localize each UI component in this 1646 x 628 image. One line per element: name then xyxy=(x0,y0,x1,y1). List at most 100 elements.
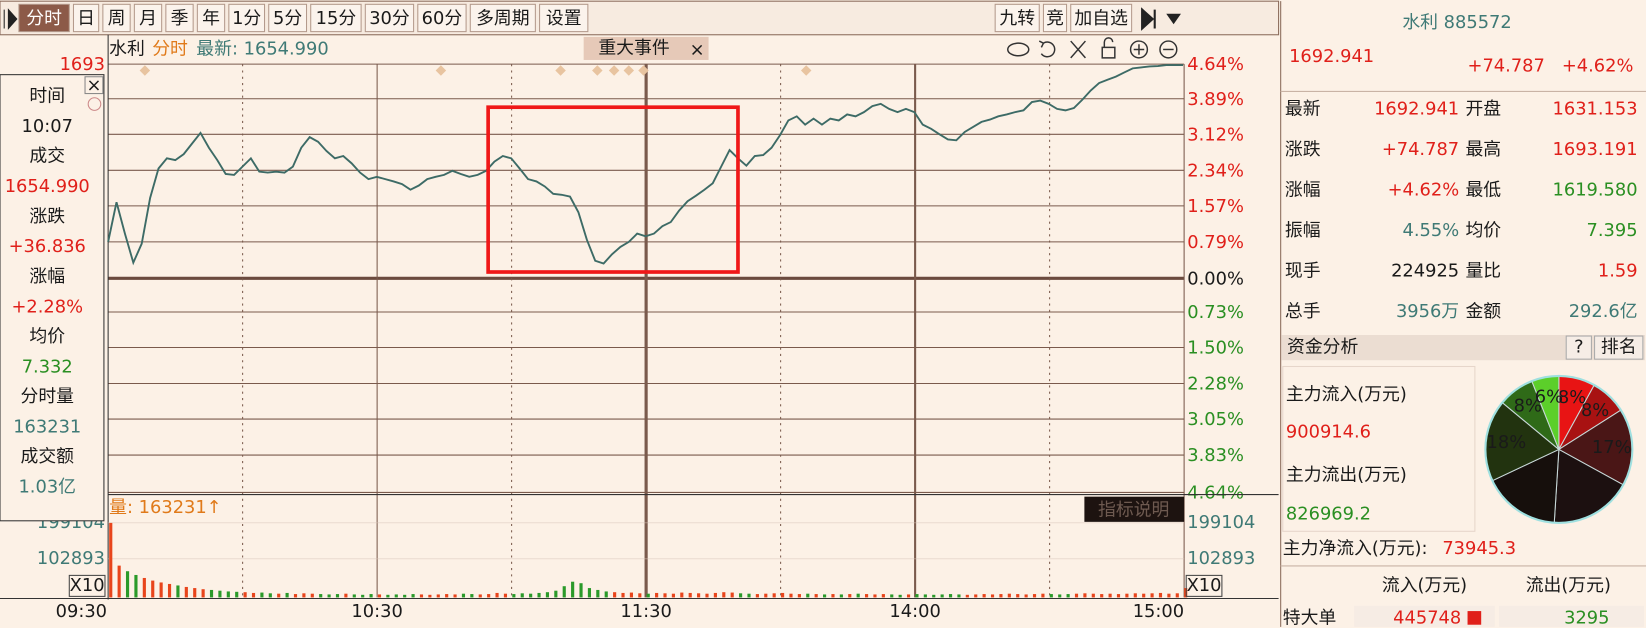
price-line xyxy=(107,64,1184,266)
volume-bar xyxy=(319,594,323,598)
quote-pct: +4.62% xyxy=(1562,55,1634,76)
volume-tick-label: 102893 xyxy=(37,548,105,569)
tool-cut[interactable] xyxy=(1070,40,1086,59)
net-label: 主力净流入(万元): xyxy=(1283,538,1428,559)
volume-label: 量: 163231↑ xyxy=(109,497,222,518)
outflow-value: 826969.2 xyxy=(1286,504,1371,525)
help-button-label[interactable]: ? xyxy=(1574,337,1583,358)
volume-bar xyxy=(134,574,138,598)
event-marker[interactable] xyxy=(638,65,649,76)
x-tick-label: 14:00 xyxy=(889,601,940,622)
indicator-button-label[interactable]: 指标说明 xyxy=(1098,499,1169,520)
volume-bar xyxy=(772,593,776,598)
period-label[interactable]: 日 xyxy=(77,8,95,29)
event-tab-close[interactable]: × xyxy=(690,40,705,61)
volume-bar xyxy=(730,592,734,598)
volume-bar xyxy=(293,594,298,598)
plot: 4.64% 3.89% 3.12% 2.34% 1.57% 0.79% 0.00% 0.73%… xyxy=(0,34,1279,622)
tool-label[interactable]: 九转 xyxy=(999,8,1035,29)
volume-bar xyxy=(377,594,382,598)
volume-bar xyxy=(940,594,944,598)
period-label[interactable]: 30分 xyxy=(369,8,410,29)
volume-bar xyxy=(831,594,835,598)
indicator-button[interactable] xyxy=(1084,496,1185,522)
volume-bar xyxy=(1142,593,1146,598)
info-close-icon[interactable]: × xyxy=(86,75,101,96)
volume-tick-label: 102893 xyxy=(1187,548,1255,569)
period-button[interactable] xyxy=(18,3,70,33)
tool-eye[interactable] xyxy=(1007,42,1030,57)
volume-bar xyxy=(1024,594,1028,598)
period-button[interactable] xyxy=(165,3,194,33)
quote-value: 3956万 xyxy=(1396,301,1459,322)
toolbar: 分时日周月季年 1分 5分 15分 30分 60分 多周期 设置 九转竞加自选 xyxy=(0,0,1280,36)
tool-zoom-in[interactable] xyxy=(1133,44,1145,55)
volume-bar xyxy=(864,594,869,598)
period-label[interactable]: 分时 xyxy=(26,8,62,29)
period-label[interactable]: 季 xyxy=(171,8,189,29)
period-button[interactable] xyxy=(72,3,100,33)
toolbar-icon[interactable] xyxy=(1166,13,1181,25)
period-button[interactable] xyxy=(268,3,308,33)
toolbar-icon[interactable] xyxy=(3,8,18,30)
period-button[interactable] xyxy=(133,3,163,33)
quote-value: +74.787 xyxy=(1382,139,1459,160)
period-label[interactable]: 1分 xyxy=(232,8,261,29)
volume-bar xyxy=(697,593,701,598)
tool-label[interactable]: 加自选 xyxy=(1074,8,1128,29)
event-marker[interactable] xyxy=(592,65,603,76)
tool-zoom-in[interactable] xyxy=(1129,40,1149,59)
quote-value: 1.59 xyxy=(1598,260,1638,281)
period-label[interactable]: 月 xyxy=(139,8,157,29)
x-tick-label: 09:30 xyxy=(56,601,107,622)
info-label: 成交 xyxy=(29,146,65,167)
event-marker[interactable] xyxy=(608,65,620,76)
volume-bar xyxy=(109,522,113,598)
event-marker[interactable] xyxy=(623,65,635,76)
period-label[interactable]: 15分 xyxy=(316,8,357,29)
volume-bar xyxy=(209,589,214,598)
inflow-value: 900914.6 xyxy=(1286,422,1371,443)
tool-button[interactable] xyxy=(1042,3,1068,33)
period-button[interactable] xyxy=(310,3,362,33)
period-button[interactable] xyxy=(196,3,226,33)
event-marker[interactable] xyxy=(555,65,566,76)
event-tab[interactable] xyxy=(583,36,709,60)
tool-button[interactable] xyxy=(1070,3,1133,33)
period-button[interactable] xyxy=(102,3,131,33)
period-label[interactable]: 设置 xyxy=(546,8,582,29)
volume-bar xyxy=(629,592,633,598)
pie-label: 18% xyxy=(1487,432,1527,453)
period-button[interactable] xyxy=(228,3,266,33)
period-label[interactable]: 5分 xyxy=(273,8,302,29)
info-value: 1.03亿 xyxy=(18,476,76,497)
fund-box xyxy=(1282,365,1476,532)
period-label[interactable]: 60分 xyxy=(422,8,463,29)
volume-bar xyxy=(419,594,424,598)
event-marker[interactable] xyxy=(435,65,447,76)
tool-button[interactable] xyxy=(994,3,1040,33)
period-button[interactable] xyxy=(417,3,467,33)
info-settings[interactable] xyxy=(87,97,102,111)
volume-bar xyxy=(705,593,709,598)
volume-bar xyxy=(335,594,340,598)
info-label: 分时量 xyxy=(20,386,74,407)
info-close[interactable] xyxy=(84,76,104,95)
tool-label[interactable]: 竞 xyxy=(1046,8,1064,29)
tool-lock[interactable] xyxy=(1101,37,1116,59)
volume-bar xyxy=(470,594,474,598)
volume-bar xyxy=(1158,592,1163,598)
period-label[interactable]: 年 xyxy=(202,8,220,29)
tool-undo[interactable] xyxy=(1038,40,1056,58)
toolbar-icon[interactable] xyxy=(1141,7,1156,31)
tool-zoom-out[interactable] xyxy=(1159,40,1178,59)
rank-button-label[interactable]: 排名 xyxy=(1601,337,1637,358)
period-button[interactable] xyxy=(539,3,589,33)
period-button[interactable] xyxy=(364,3,415,33)
period-label[interactable]: 多周期 xyxy=(476,8,529,29)
help-button[interactable] xyxy=(1565,335,1592,360)
period-label[interactable]: 周 xyxy=(108,8,126,29)
event-tab-label[interactable]: 重大事件 xyxy=(598,37,669,58)
rank-button[interactable] xyxy=(1594,335,1644,360)
period-button[interactable] xyxy=(469,3,536,33)
